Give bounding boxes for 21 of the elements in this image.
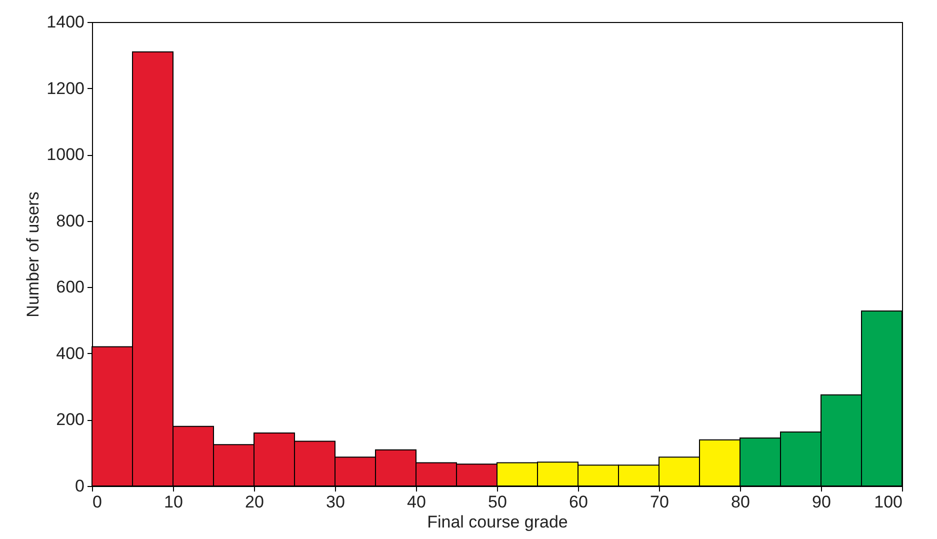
y-tick-label: 1200 [46,78,84,98]
y-tick-label: 0 [75,476,84,496]
x-tick-label: 80 [731,492,750,512]
y-tick-label: 400 [56,344,84,363]
x-tick-label: 0 [92,492,102,512]
x-tick-label: 90 [812,492,831,512]
x-tick-label: 60 [569,492,588,512]
y-tick-label: 800 [56,211,84,230]
x-axis-title: Final course grade [427,512,568,532]
y-tick-label: 600 [56,278,84,297]
y-tick-label: 1000 [46,145,84,164]
x-tick-label: 10 [164,492,183,512]
x-tick-label: 40 [407,492,426,512]
x-tick-label: 100 [874,492,902,512]
x-tick-label: 20 [245,492,264,512]
y-tick-label: 200 [56,410,84,430]
x-tick-label: 30 [326,492,345,512]
x-tick-label: 50 [488,492,507,512]
x-tick-label: 70 [650,492,669,512]
y-axis-title: Number of users [24,192,43,318]
y-tick-label: 1400 [46,12,84,32]
